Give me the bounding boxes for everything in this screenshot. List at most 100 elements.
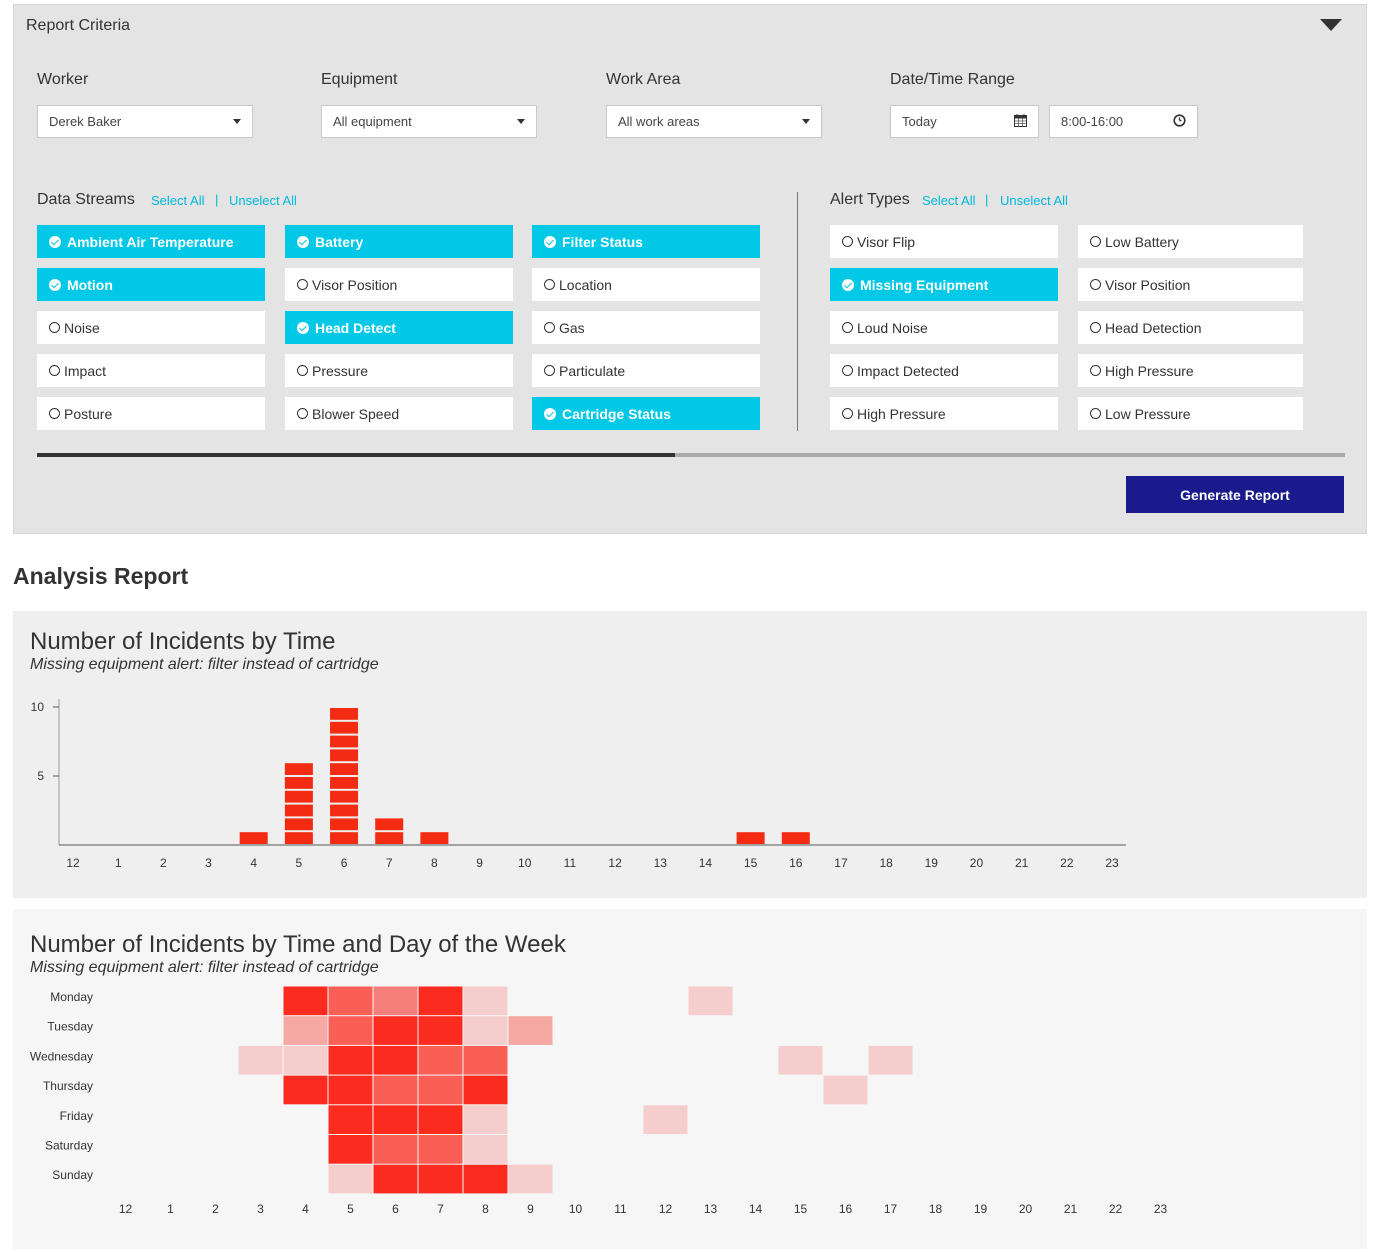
alert-type-option-visor-flip[interactable]: Visor Flip <box>830 225 1058 258</box>
alert-type-option-label: Missing Equipment <box>860 276 989 293</box>
data-stream-option-label: Head Detect <box>315 319 396 336</box>
bar-block <box>239 832 268 844</box>
check-circle-icon <box>297 321 309 334</box>
time-input-value: 8:00-16:00 <box>1061 114 1124 129</box>
data-stream-option-impact[interactable]: Impact <box>37 354 265 387</box>
work-area-select[interactable]: All work areas <box>606 105 822 138</box>
heatmap-x-label: 6 <box>392 1202 399 1216</box>
generate-report-button[interactable]: Generate Report <box>1126 476 1344 513</box>
radio-circle-icon <box>842 408 853 419</box>
heatmap-cell <box>328 1164 373 1194</box>
heatmap-x-label: 23 <box>1154 1202 1168 1216</box>
heatmap-cell <box>373 986 418 1016</box>
x-tick-label: 4 <box>250 856 257 870</box>
incidents-by-time-card: Number of Incidents by Time Missing equi… <box>13 611 1367 898</box>
data-streams-unselect-all-link[interactable]: Unselect All <box>229 193 297 208</box>
data-stream-option-blower-speed[interactable]: Blower Speed <box>285 397 513 430</box>
heatmap-x-label: 3 <box>257 1202 264 1216</box>
alert-type-option-low-battery[interactable]: Low Battery <box>1078 225 1303 258</box>
bar-block <box>284 832 313 844</box>
data-stream-option-location[interactable]: Location <box>532 268 760 301</box>
heatmap-cell <box>373 1105 418 1134</box>
worker-select[interactable]: Derek Baker <box>37 105 253 138</box>
data-stream-option-battery[interactable]: Battery <box>285 225 513 258</box>
data-stream-option-cartridge-status[interactable]: Cartridge Status <box>532 397 760 430</box>
alert-type-option-label: Low Pressure <box>1105 405 1191 422</box>
heatmap-cell <box>328 1075 373 1105</box>
radio-circle-icon <box>1090 365 1101 376</box>
bar-block <box>330 749 359 762</box>
heatmap-cell <box>418 1164 463 1194</box>
alert-type-option-loud-noise[interactable]: Loud Noise <box>830 311 1058 344</box>
heatmap-cell <box>283 1045 328 1075</box>
radio-circle-icon <box>49 322 60 333</box>
date-input-value: Today <box>902 114 937 129</box>
horizontal-scrollbar[interactable] <box>37 453 1345 457</box>
heatmap-cell <box>328 1105 373 1134</box>
x-tick-label: 6 <box>341 856 348 870</box>
data-stream-option-visor-position[interactable]: Visor Position <box>285 268 513 301</box>
bar-block <box>736 832 765 844</box>
heatmap-cell <box>688 986 733 1016</box>
data-stream-option-posture[interactable]: Posture <box>37 397 265 430</box>
data-streams-label: Data Streams <box>37 191 135 208</box>
bar-block <box>330 777 359 789</box>
data-stream-option-label: Blower Speed <box>312 405 400 422</box>
alert-types-link-separator: | <box>985 192 989 207</box>
x-tick-label: 20 <box>970 856 984 870</box>
radio-circle-icon <box>842 236 853 247</box>
data-stream-option-particulate[interactable]: Particulate <box>532 354 760 387</box>
bar-block <box>781 832 810 844</box>
bar-15 <box>736 832 765 844</box>
incidents-heatmap-chart: Monday Tuesday Wednesday Thursday Friday Satu… <box>30 986 1168 1216</box>
alert-type-option-high-pressure[interactable]: High Pressure <box>1078 354 1303 387</box>
alert-type-option-low-pressure[interactable]: Low Pressure <box>1078 397 1303 430</box>
bar-block <box>330 804 359 817</box>
heatmap-x-label: 10 <box>569 1202 583 1216</box>
alert-type-option-visor-position[interactable]: Visor Position <box>1078 268 1303 301</box>
data-stream-option-noise[interactable]: Noise <box>37 311 265 344</box>
bar-block <box>330 818 359 831</box>
check-circle-icon <box>544 235 556 248</box>
alert-types-unselect-all-link[interactable]: Unselect All <box>1000 193 1068 208</box>
time-input[interactable]: 8:00-16:00 <box>1049 105 1198 138</box>
bar-block <box>330 708 359 720</box>
radio-circle-icon <box>297 365 308 376</box>
data-stream-option-gas[interactable]: Gas <box>532 311 760 344</box>
alert-type-option-label: Visor Position <box>1105 276 1191 293</box>
radio-circle-icon <box>49 365 60 376</box>
heatmap-row-label: Tuesday <box>47 1020 93 1034</box>
data-stream-option-label: Particulate <box>559 362 626 379</box>
equipment-select[interactable]: All equipment <box>321 105 537 138</box>
collapse-triangle-icon[interactable] <box>1320 19 1342 31</box>
date-input[interactable]: Today <box>890 105 1039 138</box>
x-tick-label: 13 <box>654 856 668 870</box>
data-stream-option-label: Posture <box>64 405 113 422</box>
alert-type-option-impact-detected[interactable]: Impact Detected <box>830 354 1058 387</box>
heatmap-x-label: 19 <box>974 1202 988 1216</box>
heatmap-x-label: 9 <box>527 1202 534 1216</box>
x-tick-label: 16 <box>789 856 803 870</box>
heatmap-cell <box>238 1045 283 1075</box>
data-stream-option-head-detect[interactable]: Head Detect <box>285 311 513 344</box>
alert-type-option-head-detection[interactable]: Head Detection <box>1078 311 1303 344</box>
data-stream-option-label: Impact <box>64 362 107 379</box>
data-stream-option-label: Visor Position <box>312 276 398 293</box>
x-tick-label: 19 <box>925 856 939 870</box>
heatmap-cell <box>463 1075 508 1105</box>
heatmap-cell <box>328 1045 373 1075</box>
data-stream-option-filter-status[interactable]: Filter Status <box>532 225 760 258</box>
data-stream-option-motion[interactable]: Motion <box>37 268 265 301</box>
alert-type-option-missing-equipment[interactable]: Missing Equipment <box>830 268 1058 301</box>
scrollbar-thumb[interactable] <box>37 453 675 457</box>
heatmap-x-label: 22 <box>1109 1202 1123 1216</box>
x-tick-label: 12 <box>608 856 622 870</box>
data-streams-select-all-link[interactable]: Select All <box>151 193 205 208</box>
alert-type-option-high-pressure[interactable]: High Pressure <box>830 397 1058 430</box>
data-stream-option-pressure[interactable]: Pressure <box>285 354 513 387</box>
check-circle-icon <box>49 278 61 291</box>
chevron-down-icon <box>802 119 810 124</box>
alert-types-select-all-link[interactable]: Select All <box>922 193 976 208</box>
bar-block <box>284 818 313 831</box>
data-stream-option-ambient-air-temperature[interactable]: Ambient Air Temperature <box>37 225 265 258</box>
